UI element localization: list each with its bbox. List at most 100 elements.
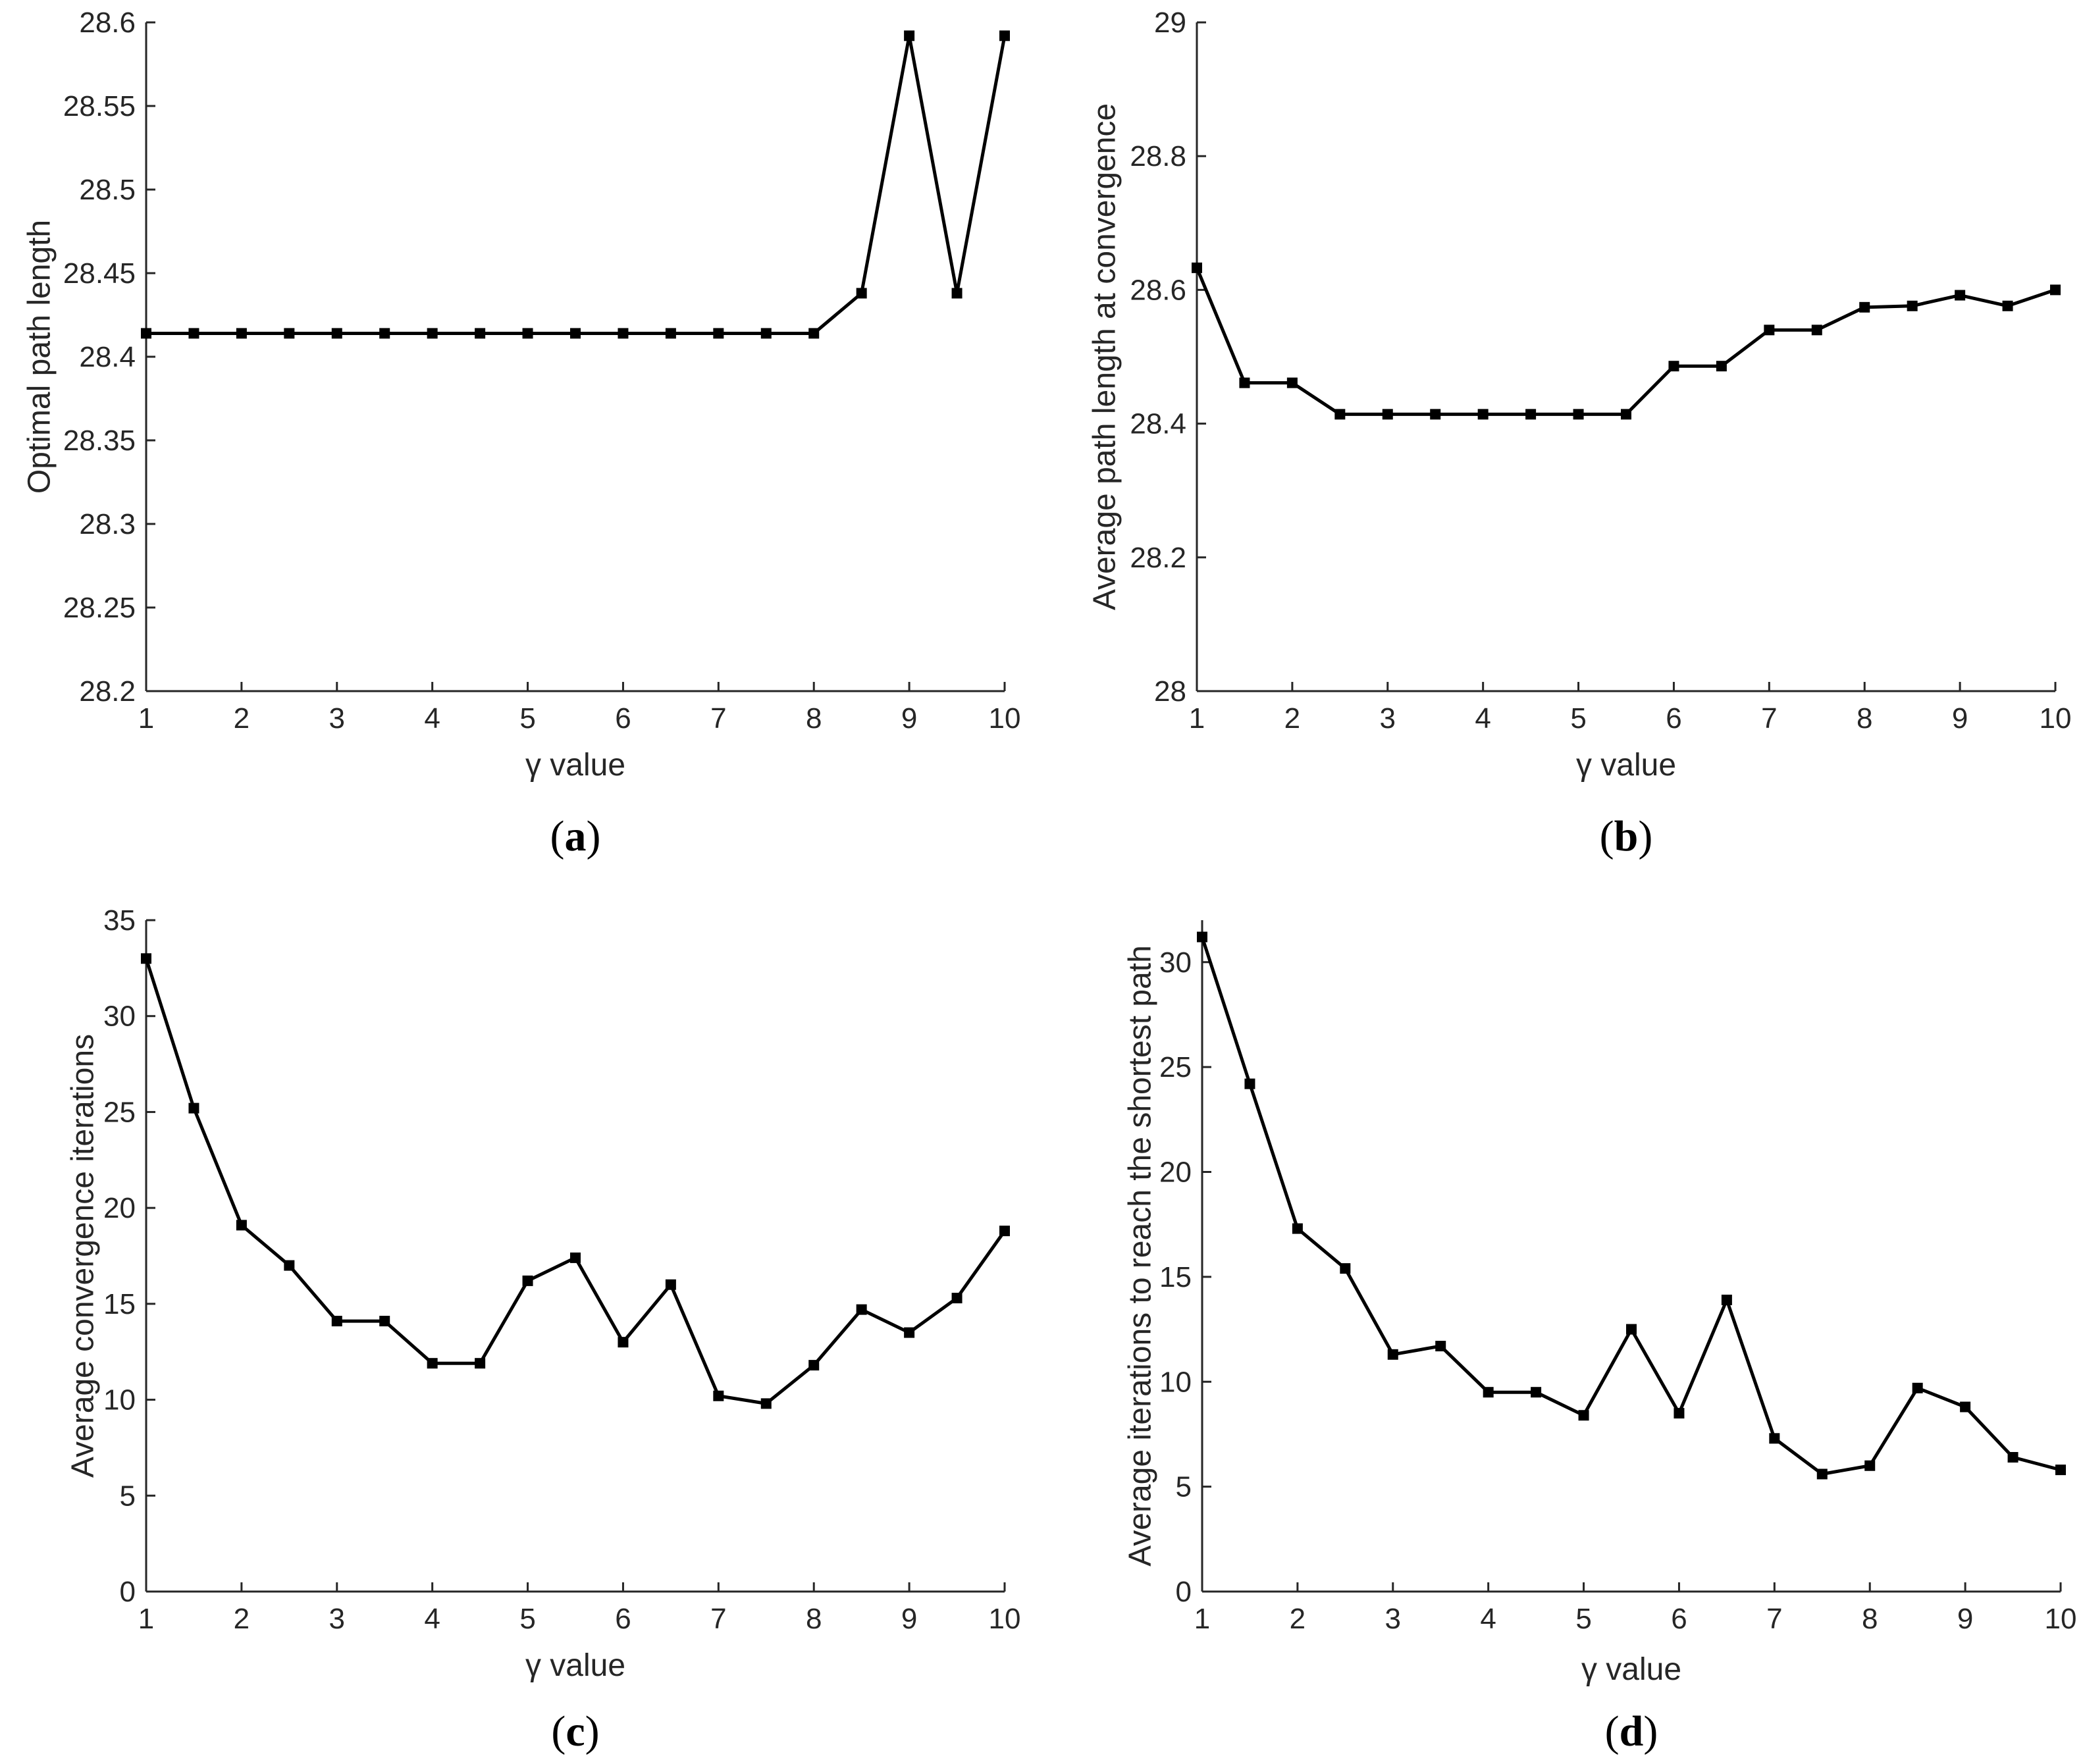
x-tick-label: 8 [806, 1603, 822, 1635]
data-point-marker [1286, 377, 1298, 388]
data-point-marker [379, 328, 390, 339]
y-tick-label: 20 [103, 1192, 136, 1224]
data-point-marker [1811, 324, 1822, 336]
data-point-marker [856, 288, 867, 299]
data-point-marker [1769, 1433, 1780, 1444]
data-point-marker [2050, 284, 2061, 296]
panel-label-paren-close: ) [587, 812, 601, 860]
data-point-marker [904, 30, 915, 41]
x-tick-label: 1 [1194, 1603, 1210, 1635]
y-tick-label: 5 [120, 1480, 136, 1512]
data-point-marker [522, 1275, 533, 1286]
data-point-marker [1430, 409, 1441, 420]
x-tick-label: 9 [901, 1603, 917, 1635]
y-tick-label: 28.35 [63, 425, 136, 457]
panel-label: (d) [1605, 1707, 1658, 1755]
data-point-marker [999, 1226, 1010, 1237]
x-axis-label: γ value [525, 1648, 625, 1683]
chart-panel-d: 1 2 3 4 5 6 7 8 9 10 0 5 10 15 20 25 30 γ value Average it… [1123, 920, 2076, 1755]
data-point-marker [1573, 409, 1584, 420]
x-tick-label: 9 [1957, 1603, 1973, 1635]
x-tick-label: 2 [1284, 702, 1300, 735]
x-tick-label: 3 [1380, 702, 1396, 735]
data-point-marker [1483, 1387, 1494, 1398]
series-line [144, 958, 1007, 1405]
x-tick-label: 10 [2040, 702, 2072, 735]
data-point-marker [2055, 1465, 2066, 1476]
chart-panel-c: 1 2 3 4 5 6 7 8 9 10 0 5 10 15 20 25 30 35 γ value Average … [66, 904, 1021, 1755]
x-tick-label: 2 [234, 702, 250, 735]
y-tick-label: 28.6 [1130, 274, 1186, 306]
y-tick-label: 25 [1159, 1051, 1192, 1083]
y-axis-label: Optimal path length [22, 220, 57, 494]
panel-label-paren-open: ( [1600, 812, 1614, 860]
y-tick-label: 28.2 [1130, 542, 1186, 574]
data-point-marker [951, 288, 962, 299]
data-point-marker [1382, 409, 1393, 420]
y-tick-label: 28.6 [79, 7, 136, 39]
data-point-marker [141, 953, 151, 964]
x-tick-label: 3 [329, 1603, 345, 1635]
x-tick-label: 4 [424, 1603, 440, 1635]
data-point-marker [1292, 1223, 1303, 1234]
x-tick-label: 5 [1570, 702, 1586, 735]
data-point-marker [1626, 1324, 1637, 1335]
data-point-marker [284, 1260, 295, 1271]
data-point-marker [1435, 1341, 1446, 1352]
x-tick-label: 1 [138, 1603, 154, 1635]
data-point-marker [1960, 1401, 1971, 1413]
data-point-marker [284, 328, 295, 339]
y-tick-label: 28.4 [79, 341, 136, 373]
data-point-marker [1864, 1460, 1876, 1471]
data-point-marker [1621, 409, 1631, 420]
y-tick-label: 28.2 [79, 675, 136, 708]
y-tick-label: 5 [1176, 1471, 1192, 1503]
y-tick-label: 0 [120, 1576, 136, 1608]
y-tick-label: 28.3 [79, 508, 136, 540]
x-tick-label: 3 [329, 702, 345, 735]
x-tick-label: 5 [1575, 1603, 1591, 1635]
y-tick-label: 35 [103, 904, 136, 937]
x-tick-label: 6 [615, 1603, 631, 1635]
data-point-marker [1955, 290, 1966, 301]
x-tick-label: 6 [615, 702, 631, 735]
data-point-marker [1244, 1078, 1255, 1089]
panel-label: (c) [551, 1707, 599, 1755]
data-point-marker [2002, 300, 2013, 311]
data-point-marker [665, 328, 676, 339]
data-point-marker [427, 1358, 438, 1369]
data-point-marker [570, 328, 581, 339]
x-tick-label: 2 [1290, 1603, 1305, 1635]
y-axis-label: Average path length at convergence [1088, 103, 1122, 610]
y-tick-label: 28.45 [63, 257, 136, 290]
y-tick-label: 29 [1154, 7, 1186, 39]
y-tick-label: 25 [103, 1096, 136, 1128]
panel-label-paren-open: ( [550, 812, 565, 860]
y-tick-label: 28.8 [1130, 140, 1186, 172]
data-point-marker [618, 1337, 629, 1348]
panel-label-paren-close: ) [1638, 812, 1652, 860]
y-axis-label: Average convergence iterations [66, 1034, 101, 1478]
x-tick-label: 2 [234, 1603, 250, 1635]
data-point-marker [760, 1398, 772, 1409]
data-point-marker [713, 1390, 724, 1401]
x-tick-label: 1 [1189, 702, 1205, 735]
x-tick-label: 10 [989, 1603, 1021, 1635]
data-point-marker [1907, 300, 1918, 311]
data-point-marker [1387, 1349, 1398, 1360]
data-point-marker [856, 1304, 867, 1315]
data-point-marker [1668, 361, 1679, 372]
y-tick-label: 28.5 [79, 174, 136, 206]
data-point-marker [331, 1316, 342, 1327]
panel-label-paren-close: ) [1643, 1707, 1658, 1755]
y-axis-label: Average iterations to reach the shortest… [1123, 945, 1158, 1567]
data-point-marker [1340, 1263, 1351, 1274]
data-point-marker [1334, 409, 1346, 420]
series-line [1195, 267, 2056, 416]
data-point-marker [475, 1358, 486, 1369]
data-point-marker [236, 328, 247, 339]
panel-label-letter: b [1614, 812, 1639, 860]
y-tick-label: 15 [103, 1288, 136, 1320]
x-axis-label: γ value [525, 748, 625, 783]
data-point-marker [1674, 1408, 1685, 1419]
